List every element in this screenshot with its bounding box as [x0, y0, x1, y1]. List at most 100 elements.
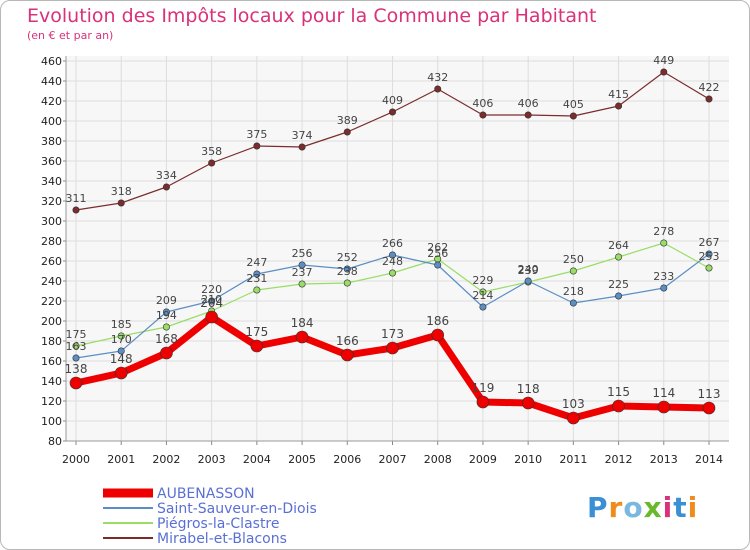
data-point-aubenasson	[476, 395, 490, 409]
legend-label-aubenasson: AUBENASSON	[157, 486, 255, 502]
y-tick-label: 340	[41, 175, 62, 188]
data-label-saint-sauveur-en-diois: 267	[699, 236, 720, 249]
data-point-aubenasson	[69, 376, 83, 390]
data-label-pi-gros-la-clastre: 239	[518, 264, 539, 277]
data-label-mirabel-et-blacons: 449	[653, 54, 674, 67]
data-point-mirabel-et-blacons	[434, 85, 442, 93]
x-tick-label: 2003	[198, 453, 226, 466]
data-label-mirabel-et-blacons: 406	[518, 97, 539, 110]
data-label-pi-gros-la-clastre: 185	[111, 318, 132, 331]
data-label-saint-sauveur-en-diois: 218	[563, 285, 584, 298]
data-label-pi-gros-la-clastre: 231	[246, 272, 267, 285]
data-point-saint-sauveur-en-diois	[298, 261, 306, 269]
data-label-aubenasson: 175	[245, 325, 268, 339]
data-point-pi-gros-la-clastre	[615, 253, 623, 261]
data-point-mirabel-et-blacons	[162, 183, 170, 191]
data-label-saint-sauveur-en-diois: 247	[246, 256, 267, 269]
data-label-aubenasson: 118	[517, 382, 540, 396]
data-point-mirabel-et-blacons	[615, 102, 623, 110]
data-point-mirabel-et-blacons	[388, 108, 396, 116]
data-point-aubenasson	[250, 339, 264, 353]
data-point-saint-sauveur-en-diois	[162, 308, 170, 316]
data-label-aubenasson: 114	[652, 386, 675, 400]
data-point-aubenasson	[205, 310, 218, 324]
y-tick-label: 280	[41, 235, 62, 248]
y-tick-label: 320	[41, 195, 62, 208]
data-point-pi-gros-la-clastre	[479, 288, 487, 296]
data-label-aubenasson: 138	[65, 362, 88, 376]
x-tick-label: 2014	[695, 453, 723, 466]
data-label-mirabel-et-blacons: 422	[699, 81, 720, 94]
data-label-pi-gros-la-clastre: 210	[201, 293, 222, 306]
data-label-saint-sauveur-en-diois: 256	[292, 247, 313, 260]
y-tick-label: 300	[41, 215, 62, 228]
data-label-aubenasson: 173	[381, 327, 404, 341]
data-point-mirabel-et-blacons	[479, 111, 487, 119]
chart-subtitle: (en € et par an)	[27, 29, 114, 42]
x-tick-label: 2009	[469, 453, 497, 466]
data-label-saint-sauveur-en-diois: 225	[608, 278, 629, 291]
data-point-aubenasson	[702, 401, 716, 415]
data-label-mirabel-et-blacons: 374	[292, 129, 313, 142]
data-point-mirabel-et-blacons	[208, 159, 216, 167]
data-label-pi-gros-la-clastre: 250	[563, 253, 584, 266]
logo-letter: o	[623, 491, 644, 524]
data-point-saint-sauveur-en-diois	[253, 270, 261, 278]
data-point-mirabel-et-blacons	[569, 112, 577, 120]
data-label-pi-gros-la-clastre: 278	[653, 225, 674, 238]
data-point-saint-sauveur-en-diois	[660, 284, 668, 292]
data-label-saint-sauveur-en-diois: 170	[111, 333, 132, 346]
data-point-aubenasson	[567, 411, 580, 425]
data-label-pi-gros-la-clastre: 175	[66, 328, 87, 341]
y-tick-label: 380	[41, 135, 62, 148]
data-point-pi-gros-la-clastre	[72, 342, 80, 350]
data-label-pi-gros-la-clastre: 262	[427, 241, 448, 254]
data-label-mirabel-et-blacons: 358	[201, 145, 222, 158]
legend-label-pi-gros-la-clastre: Piégros-la-Clastre	[157, 516, 280, 532]
data-point-pi-gros-la-clastre	[162, 323, 170, 331]
data-point-mirabel-et-blacons	[253, 142, 261, 150]
x-tick-label: 2006	[333, 453, 361, 466]
x-tick-label: 2013	[650, 453, 678, 466]
x-tick-label: 2000	[62, 453, 90, 466]
y-tick-label: 460	[41, 55, 62, 68]
legend-label-saint-sauveur-en-diois: Saint-Sauveur-en-Diois	[157, 501, 317, 517]
data-point-saint-sauveur-en-diois	[569, 299, 577, 307]
data-label-saint-sauveur-en-diois: 163	[66, 340, 87, 353]
y-tick-label: 180	[41, 335, 62, 348]
proxiti-logo: Proxiti	[587, 491, 698, 524]
data-point-saint-sauveur-en-diois	[117, 347, 125, 355]
data-point-saint-sauveur-en-diois	[208, 297, 216, 305]
data-label-mirabel-et-blacons: 432	[427, 71, 448, 84]
data-label-mirabel-et-blacons: 334	[156, 169, 177, 182]
data-point-pi-gros-la-clastre	[569, 267, 577, 275]
data-label-mirabel-et-blacons: 409	[382, 94, 403, 107]
data-point-pi-gros-la-clastre	[253, 286, 261, 294]
data-label-mirabel-et-blacons: 375	[246, 128, 267, 141]
data-label-saint-sauveur-en-diois: 214	[472, 289, 493, 302]
data-label-aubenasson: 186	[426, 314, 449, 328]
y-tick-label: 400	[41, 115, 62, 128]
data-point-aubenasson	[386, 341, 399, 355]
data-point-aubenasson	[340, 348, 354, 362]
data-point-saint-sauveur-en-diois	[705, 250, 713, 258]
data-point-pi-gros-la-clastre	[298, 280, 306, 288]
chart-title: Evolution des Impôts locaux pour la Comm…	[27, 5, 597, 27]
data-label-saint-sauveur-en-diois: 256	[427, 247, 448, 260]
data-label-pi-gros-la-clastre: 229	[472, 274, 493, 287]
logo-letter: P	[587, 491, 609, 524]
data-label-pi-gros-la-clastre: 237	[292, 266, 313, 279]
data-label-pi-gros-la-clastre: 194	[156, 309, 177, 322]
logo-letter: i	[687, 491, 699, 524]
data-point-saint-sauveur-en-diois	[524, 277, 532, 285]
y-tick-label: 100	[41, 415, 62, 428]
data-point-aubenasson	[295, 330, 309, 344]
data-label-pi-gros-la-clastre: 264	[608, 239, 629, 252]
data-label-saint-sauveur-en-diois: 266	[382, 237, 403, 250]
data-label-mirabel-et-blacons: 318	[111, 185, 132, 198]
data-label-aubenasson: 184	[291, 316, 314, 330]
x-tick-label: 2012	[605, 453, 633, 466]
data-label-saint-sauveur-en-diois: 233	[653, 270, 674, 283]
data-label-mirabel-et-blacons: 311	[66, 192, 87, 205]
